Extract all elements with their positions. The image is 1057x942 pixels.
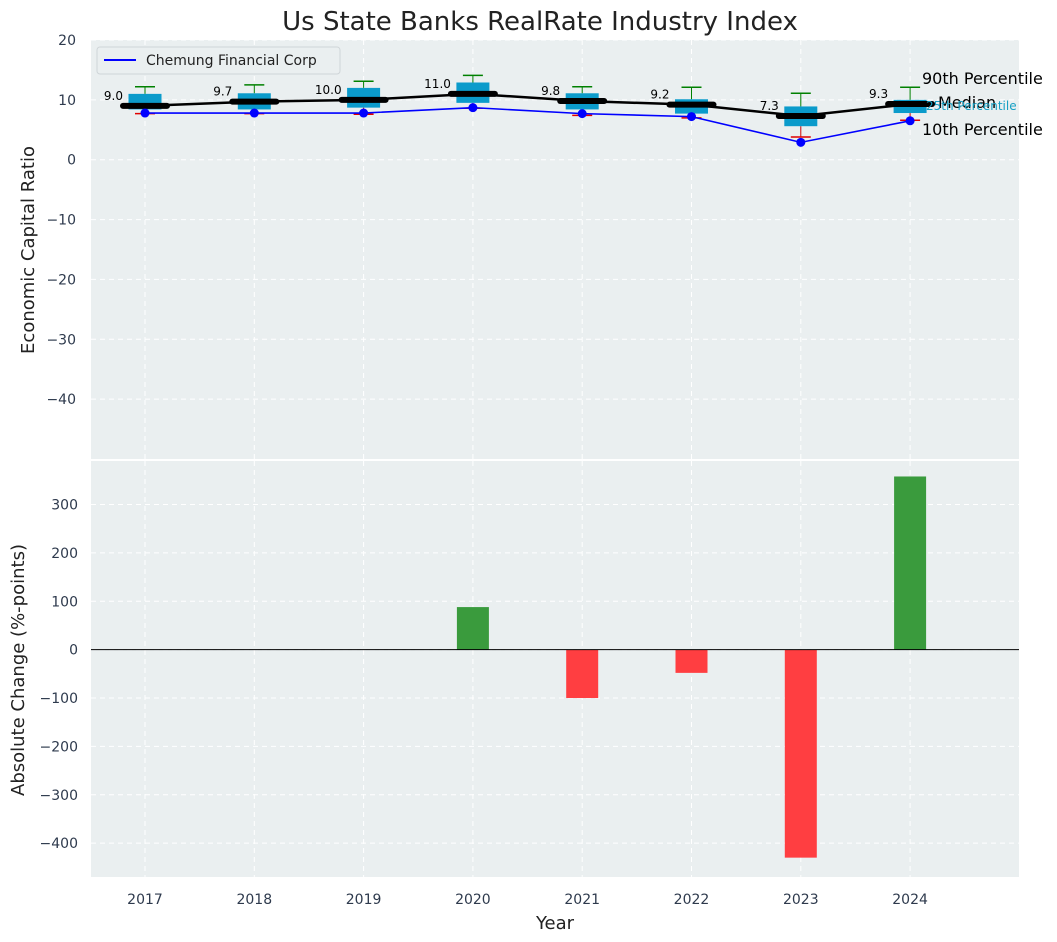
median-line <box>144 92 911 118</box>
top-y-axis-title: Economic Capital Ratio <box>18 146 39 354</box>
legend-label-chemung: Chemung Financial Corp <box>146 53 317 69</box>
bottom-y-tick-label: −300 <box>40 788 78 804</box>
company-point <box>796 137 806 147</box>
legend: Chemung Financial Corp <box>96 46 341 75</box>
change-bars <box>456 476 927 858</box>
bottom-y-tick-label: 300 <box>51 498 78 514</box>
company-point <box>359 108 369 118</box>
company-point <box>905 116 915 126</box>
bottom-y-tick-label: 200 <box>51 546 78 562</box>
median-value-label: 9.2 <box>650 88 669 102</box>
company-point <box>468 103 478 113</box>
top-y-tick-label: −20 <box>46 272 76 288</box>
change-bar <box>894 476 927 650</box>
x-tick-label: 2022 <box>674 892 710 908</box>
top-y-tick-label: 10 <box>58 93 76 109</box>
change-bar <box>784 649 817 858</box>
annotation-median: Median <box>938 93 996 112</box>
top-panel-grid <box>91 39 1019 459</box>
change-bar <box>456 607 489 650</box>
company-series-group <box>140 103 915 147</box>
x-tick-label: 2023 <box>783 892 819 908</box>
median-value-label: 7.3 <box>760 99 779 113</box>
bottom-y-tick-label: −100 <box>40 691 78 707</box>
top-y-tick-label: −40 <box>46 392 76 408</box>
change-bar <box>566 649 599 699</box>
median-value-label: 9.0 <box>104 89 123 103</box>
bottom-y-tick-labels: −400 −300 −200 −100 0 100 200 300 <box>40 498 78 853</box>
chart-title: Us State Banks RealRate Industry Index <box>282 7 798 37</box>
median-value-label: 9.7 <box>213 85 232 99</box>
median-line-group <box>120 90 936 120</box>
x-tick-label: 2021 <box>564 892 600 908</box>
top-y-tick-label: −10 <box>46 213 76 229</box>
change-bar <box>675 649 708 673</box>
bottom-y-tick-label: 0 <box>69 643 78 659</box>
x-tick-label: 2019 <box>346 892 382 908</box>
bottom-y-tick-label: −400 <box>40 836 78 852</box>
bottom-y-tick-label: 100 <box>51 594 78 610</box>
x-tick-label: 2017 <box>127 892 163 908</box>
median-value-label: 11.0 <box>424 77 451 91</box>
x-tick-label: 2020 <box>455 892 491 908</box>
median-value-label: 9.3 <box>869 87 888 101</box>
annotation-25th-percentile: 25th Percentile <box>926 99 1017 113</box>
x-tick-label: 2018 <box>236 892 272 908</box>
annotation-90th-percentile: 90th Percentile <box>922 69 1043 88</box>
top-y-tick-label: −30 <box>46 332 76 348</box>
annotation-10th-percentile: 10th Percentile <box>922 120 1043 139</box>
bottom-y-tick-label: −200 <box>40 739 78 755</box>
top-y-tick-label: 20 <box>58 33 76 49</box>
bottom-panel-background <box>91 461 1019 877</box>
company-point <box>249 108 259 118</box>
company-point <box>687 112 696 122</box>
bottom-y-axis-title: Absolute Change (%-points) <box>8 544 29 796</box>
company-point <box>577 109 587 119</box>
x-tick-labels: 2017 2018 2019 2020 2021 2022 2023 2024 <box>127 892 928 908</box>
median-value-labels: 9.0 9.7 10.0 11.0 9.8 9.2 7.3 9.3 <box>104 77 888 113</box>
top-y-tick-labels: −40 −30 −20 −10 0 10 20 <box>46 33 76 408</box>
x-axis-title: Year <box>535 913 575 934</box>
company-point <box>140 108 150 118</box>
median-value-label: 9.8 <box>541 84 560 98</box>
median-value-label: 10.0 <box>315 83 342 97</box>
company-line <box>145 106 911 144</box>
legend-box <box>96 46 341 75</box>
x-tick-label: 2024 <box>892 892 928 908</box>
top-y-tick-label: 0 <box>67 153 76 169</box>
